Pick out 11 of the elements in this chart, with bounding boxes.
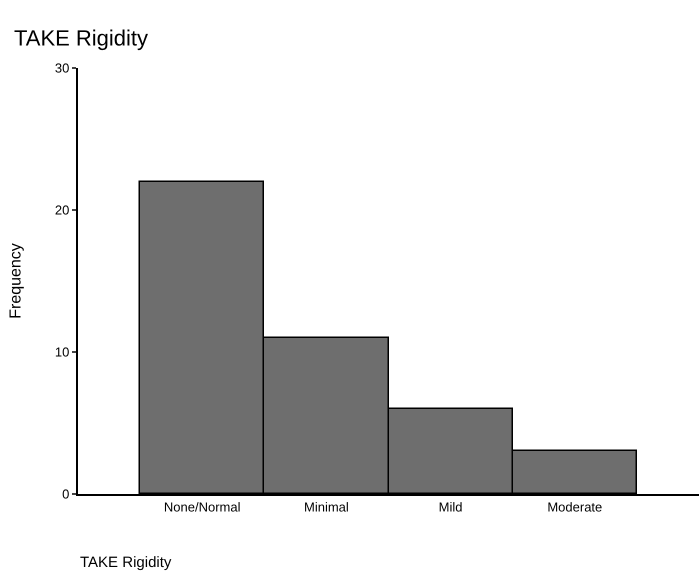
- y-axis-title: Frequency: [7, 243, 24, 319]
- x-tick-label: Mild: [438, 500, 463, 515]
- y-tick-label: 30: [54, 60, 70, 76]
- x-tick-label: Minimal: [304, 500, 349, 515]
- x-tick-label: Moderate: [547, 500, 602, 515]
- y-tick-label: 20: [54, 202, 70, 218]
- y-tick-label: 10: [54, 344, 70, 360]
- chart-title: TAKE Rigidity: [14, 25, 148, 50]
- x-tick-label: None/Normal: [164, 500, 241, 515]
- y-tick-label: 0: [62, 486, 70, 502]
- x-axis-title: TAKE Rigidity: [80, 554, 172, 571]
